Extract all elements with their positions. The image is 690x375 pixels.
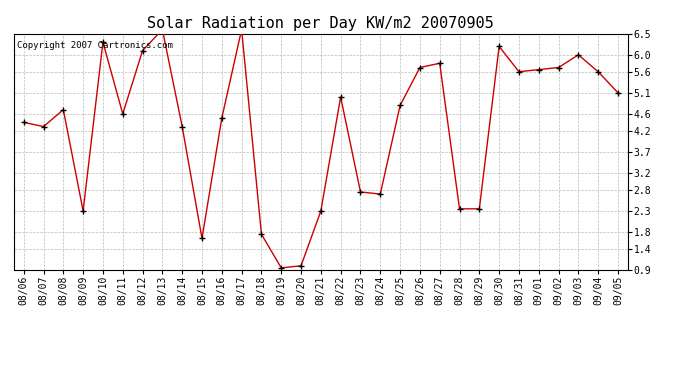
Text: Copyright 2007 Cartronics.com: Copyright 2007 Cartronics.com bbox=[17, 41, 172, 50]
Title: Solar Radiation per Day KW/m2 20070905: Solar Radiation per Day KW/m2 20070905 bbox=[148, 16, 494, 31]
